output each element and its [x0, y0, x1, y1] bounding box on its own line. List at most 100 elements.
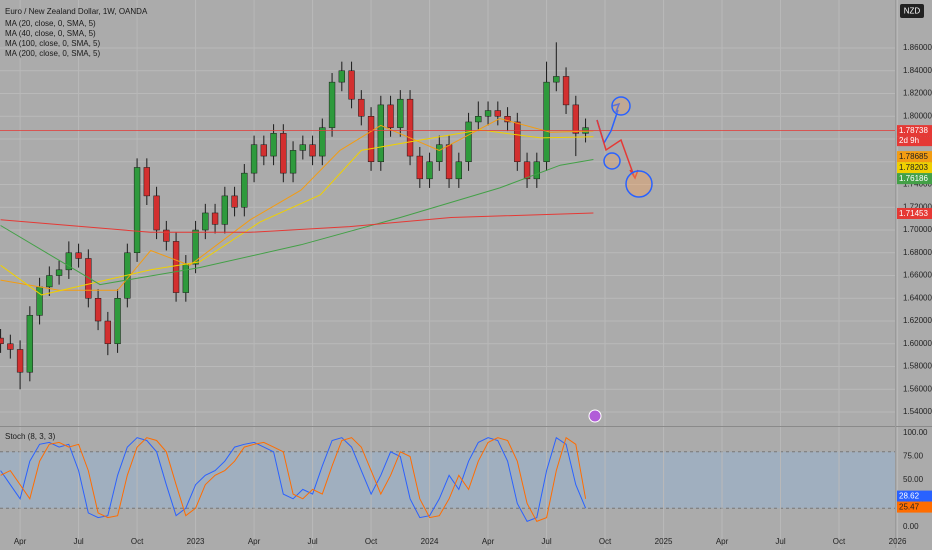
price-tag-label: 1.78738	[899, 126, 928, 135]
candle-body	[104, 320, 112, 345]
y-tick-label: 100.00	[903, 428, 928, 437]
candle-body	[114, 298, 121, 345]
candle-body	[406, 98, 414, 157]
event-icon[interactable]	[588, 409, 602, 423]
candle-body	[260, 144, 267, 157]
y-tick-label: 0.00	[903, 522, 919, 531]
x-tick-label: Apr	[716, 537, 729, 546]
candle-body	[533, 161, 540, 180]
candle-body	[221, 195, 228, 225]
moving-average	[0, 212, 594, 233]
price-tag-label: 28.62	[899, 492, 920, 501]
candle-body	[7, 343, 14, 350]
x-tick-label: Oct	[599, 537, 612, 546]
candle-body	[65, 252, 73, 271]
y-tick-label: 1.80000	[903, 111, 932, 120]
y-tick-label: 1.66000	[903, 271, 932, 280]
y-tick-label: 1.60000	[903, 339, 932, 348]
stoch-line	[0, 436, 587, 523]
candle-body	[377, 104, 384, 163]
target-circle	[611, 96, 631, 116]
x-tick-label: Apr	[482, 537, 495, 546]
candle-body	[426, 161, 433, 180]
candle-body	[211, 212, 219, 225]
y-tick-label: 50.00	[903, 475, 924, 484]
candle-body	[46, 275, 53, 288]
candle-body	[436, 144, 443, 163]
x-tick-label: Oct	[833, 537, 846, 546]
arrow-head	[611, 102, 621, 113]
x-tick-label: Jul	[307, 537, 317, 546]
candle-body	[16, 349, 24, 373]
candle-body	[562, 76, 570, 106]
candle-body	[319, 127, 326, 157]
candle-body	[309, 144, 316, 157]
y-tick-label: 1.68000	[903, 248, 932, 257]
x-tick-label: Jul	[73, 537, 83, 546]
candle-body	[387, 104, 394, 128]
candle-body	[280, 133, 287, 174]
candle-body	[241, 172, 248, 208]
price-tag	[897, 501, 932, 513]
candle-body	[484, 110, 492, 117]
candle-body	[270, 133, 277, 157]
candle-body	[182, 263, 189, 293]
candle-body	[543, 81, 550, 163]
candle-body	[397, 98, 404, 128]
candle-body	[572, 104, 579, 134]
legend-entry: MA (40, close, 0, SMA, 5)	[5, 29, 96, 38]
target-circle	[603, 152, 621, 170]
candle-body	[163, 229, 170, 242]
y-tick-label: 1.62000	[903, 316, 932, 325]
candle-body	[192, 229, 199, 265]
candle-body	[348, 70, 355, 100]
x-tick-label: Oct	[131, 537, 144, 546]
price-tag-label: 1.76186	[899, 174, 928, 183]
currency-box[interactable]	[900, 4, 924, 18]
y-tick-label: 1.64000	[903, 293, 932, 302]
marks	[0, 42, 895, 523]
moving-average	[0, 117, 594, 291]
candle-body	[172, 241, 180, 293]
price-tag	[897, 207, 932, 219]
countdown-tag	[897, 136, 932, 147]
candle-body	[553, 76, 560, 83]
y-tick-label: 1.54000	[903, 407, 932, 416]
candle-body	[231, 195, 238, 208]
price-tag-label: 25.47	[899, 503, 920, 512]
price-tag-label: 1.71453	[899, 209, 928, 218]
moving-average	[0, 159, 594, 286]
price-tag	[897, 125, 932, 137]
candle-body	[328, 81, 336, 128]
x-tick-label: Jul	[775, 537, 785, 546]
candle-body	[75, 252, 82, 259]
candle-body	[85, 258, 92, 299]
candle-body	[338, 70, 345, 83]
down-arrow	[596, 119, 635, 177]
y-tick-label: 1.58000	[903, 362, 932, 371]
x-tick-label: Oct	[365, 537, 378, 546]
price-tag-label: 1.78685	[899, 152, 928, 161]
candle-body	[465, 121, 472, 163]
x-tick-label: 2024	[421, 537, 439, 546]
annotations	[588, 96, 653, 423]
x-tick-label: 2023	[187, 537, 205, 546]
candle-body	[289, 150, 297, 174]
x-tick-label: 2025	[655, 537, 673, 546]
y-tick-label: 1.74000	[903, 180, 932, 189]
x-tick-label: Apr	[14, 537, 27, 546]
candle-body	[416, 155, 423, 180]
candle-body	[250, 144, 258, 174]
countdown: 2d 9h	[899, 136, 919, 145]
candle-body	[514, 121, 521, 163]
y-tick-label: 1.70000	[903, 225, 932, 234]
candle-body	[26, 315, 34, 373]
price-tag-label: 1.78203	[899, 163, 928, 172]
candle-body	[143, 167, 151, 197]
chart-title: Euro / New Zealand Dollar, 1W, OANDA	[5, 7, 148, 16]
candle-body	[133, 167, 141, 254]
candle-body	[445, 144, 453, 180]
moving-average	[0, 129, 594, 296]
y-tick-label: 1.84000	[903, 66, 932, 75]
